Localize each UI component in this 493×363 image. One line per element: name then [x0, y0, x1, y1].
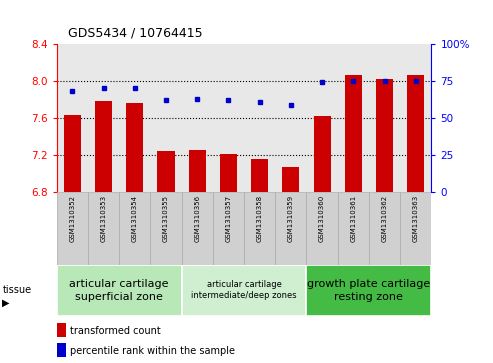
- Bar: [400, 192, 431, 265]
- Bar: [345, 75, 362, 192]
- Bar: [181, 265, 307, 316]
- Text: GSM1310358: GSM1310358: [257, 195, 263, 242]
- Text: GSM1310362: GSM1310362: [382, 195, 387, 242]
- Bar: [95, 101, 112, 192]
- Text: GSM1310360: GSM1310360: [319, 195, 325, 242]
- Text: GSM1310356: GSM1310356: [194, 195, 200, 242]
- Text: GSM1310357: GSM1310357: [225, 195, 231, 242]
- Bar: [376, 79, 393, 192]
- Bar: [338, 192, 369, 265]
- Bar: [275, 192, 307, 265]
- Bar: [369, 192, 400, 265]
- Text: GSM1310354: GSM1310354: [132, 195, 138, 241]
- Bar: [57, 265, 181, 316]
- Bar: [88, 192, 119, 265]
- Bar: [57, 323, 66, 338]
- Text: GSM1310355: GSM1310355: [163, 195, 169, 241]
- Text: articular cartilage
intermediate/deep zones: articular cartilage intermediate/deep zo…: [191, 280, 297, 301]
- Text: GSM1310361: GSM1310361: [351, 195, 356, 242]
- Text: articular cartilage
superficial zone: articular cartilage superficial zone: [70, 279, 169, 302]
- Bar: [407, 75, 424, 192]
- Text: GSM1310359: GSM1310359: [288, 195, 294, 242]
- Text: GDS5434 / 10764415: GDS5434 / 10764415: [68, 26, 203, 40]
- Text: growth plate cartilage
resting zone: growth plate cartilage resting zone: [307, 279, 430, 302]
- Text: tissue: tissue: [2, 285, 32, 295]
- Bar: [307, 192, 338, 265]
- Bar: [157, 151, 175, 192]
- Bar: [314, 116, 331, 192]
- Bar: [307, 265, 431, 316]
- Text: GSM1310352: GSM1310352: [70, 195, 75, 241]
- Bar: [220, 154, 237, 192]
- Bar: [64, 115, 81, 192]
- Bar: [57, 192, 88, 265]
- Bar: [150, 192, 181, 265]
- Bar: [251, 159, 268, 192]
- Bar: [119, 192, 150, 265]
- Text: ▶: ▶: [2, 298, 10, 308]
- Bar: [244, 192, 275, 265]
- Bar: [213, 192, 244, 265]
- Bar: [282, 167, 299, 192]
- Text: percentile rank within the sample: percentile rank within the sample: [70, 346, 235, 356]
- Bar: [126, 103, 143, 192]
- Bar: [181, 192, 213, 265]
- Text: transformed count: transformed count: [70, 326, 161, 336]
- Bar: [189, 150, 206, 192]
- Bar: [57, 343, 66, 357]
- Text: GSM1310353: GSM1310353: [101, 195, 106, 242]
- Text: GSM1310363: GSM1310363: [413, 195, 419, 242]
